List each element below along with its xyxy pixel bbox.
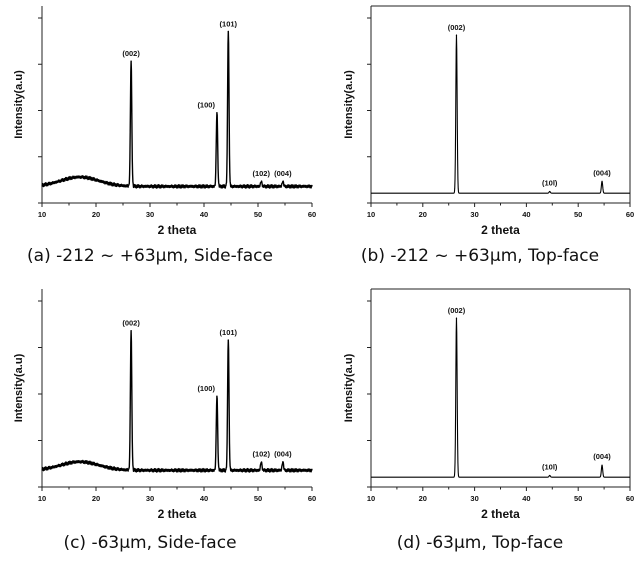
peak-label: (004)	[593, 168, 611, 177]
x-tick-label: 20	[419, 210, 427, 219]
peak-label: (102)	[252, 169, 270, 178]
y-axis-label: Intensity(a.u)	[13, 353, 25, 422]
peak-apex-marker	[227, 339, 229, 341]
x-tick-label: 10	[38, 494, 46, 503]
x-tick-label: 10	[367, 210, 375, 219]
y-axis-label: Intensity(a.u)	[343, 70, 355, 139]
xrd-panel-a: 10 20 30 40 50 60 2 theta Intensity(a.u) (002) (1…	[0, 0, 316, 280]
peak-apex-marker	[260, 461, 262, 463]
y-axis-label: Intensity(a.u)	[13, 70, 25, 139]
peak-apex-marker	[130, 60, 132, 62]
x-tick-label: 30	[146, 210, 154, 219]
peak-apex-marker	[549, 474, 551, 477]
x-tick-label: 40	[522, 210, 530, 219]
peak-label: (100)	[197, 384, 215, 393]
peak-apex-marker	[455, 317, 458, 319]
peak-label: (101)	[220, 328, 238, 337]
x-tick-label: 40	[200, 210, 208, 219]
peak-label: (002)	[122, 319, 140, 328]
peak-label: (100)	[197, 101, 215, 110]
panel-caption-d: (d) -63μm, Top-face	[396, 533, 564, 553]
x-tick-label: 10	[38, 210, 46, 219]
x-tick-label: 60	[626, 494, 634, 503]
x-tick-label: 20	[92, 494, 100, 503]
peak-apex-marker	[216, 395, 218, 397]
peak-apex-marker	[282, 181, 284, 183]
xrd-chart-d: 10 20 30 40 50 60 2 theta Intensity(a.u) (002) (1…	[343, 288, 634, 521]
x-tick-label: 10	[367, 494, 375, 503]
panel-caption-a: (a) -212 ~ +63μm, Side-face	[27, 246, 273, 266]
peak-label: (002)	[448, 23, 466, 32]
y-axis-label: Intensity(a.u)	[343, 353, 355, 422]
panel-caption-b: (b) -212 ~ +63μm, Top-face	[360, 246, 600, 266]
peak-apex-marker	[282, 461, 284, 463]
x-tick-label: 30	[470, 210, 478, 219]
x-tick-label: 20	[92, 210, 100, 219]
peak-apex-marker	[130, 330, 132, 332]
x-tick-label: 40	[200, 494, 208, 503]
peak-label: (004)	[274, 169, 292, 178]
xrd-trace-d	[370, 317, 631, 478]
peak-label: (002)	[122, 49, 140, 58]
x-tick-label: 50	[574, 210, 582, 219]
xrd-trace-b	[370, 34, 631, 194]
x-tick-label: 50	[574, 494, 582, 503]
peak-apex-marker	[216, 112, 218, 114]
xrd-panel-d: 10 20 30 40 50 60 2 theta Intensity(a.u) (002) (1…	[330, 283, 634, 563]
xrd-chart-c: 10 20 30 40 50 60 2 theta Intensity(a.u) (002) (1…	[13, 289, 316, 521]
x-tick-label: 50	[254, 494, 262, 503]
x-axis-label: 2 theta	[481, 223, 520, 237]
x-axis-label: 2 theta	[481, 507, 520, 521]
peak-label: (004)	[593, 452, 611, 461]
xrd-chart-b: 10 20 30 40 50 60 2 theta Intensity(a.u) (002) (1…	[343, 5, 634, 237]
x-axis-label: 2 theta	[158, 507, 197, 521]
x-tick-label: 50	[254, 210, 262, 219]
peak-apex-marker	[227, 30, 229, 33]
x-tick-label: 40	[522, 494, 530, 503]
peak-label: (004)	[274, 449, 292, 458]
x-tick-label: 60	[626, 210, 634, 219]
xrd-panel-c: 10 20 30 40 50 60 2 theta Intensity(a.u) (002) (1…	[0, 283, 316, 563]
x-tick-label: 20	[419, 494, 427, 503]
xrd-panel-b: 10 20 30 40 50 60 2 theta Intensity(a.u) (002) (1…	[330, 0, 634, 280]
x-axis-label: 2 theta	[158, 223, 197, 237]
peak-apex-marker	[455, 34, 458, 36]
panel-caption-c: (c) -63μm, Side-face	[63, 533, 237, 553]
peak-apex-marker	[601, 180, 603, 182]
peak-label: (10l)	[542, 462, 558, 471]
peak-label: (102)	[252, 449, 270, 458]
x-tick-label: 30	[470, 494, 478, 503]
x-tick-label: 30	[146, 494, 154, 503]
xrd-chart-a: 10 20 30 40 50 60 2 theta Intensity(a.u) (002) (1…	[13, 6, 316, 237]
peak-label: (101)	[220, 19, 238, 28]
x-tick-label: 60	[308, 210, 316, 219]
xrd-trace-a	[41, 30, 313, 189]
peak-apex-marker	[601, 464, 603, 466]
peak-label: (002)	[448, 306, 466, 315]
peak-label: (10l)	[542, 179, 558, 188]
peak-apex-marker	[260, 181, 262, 183]
x-tick-label: 60	[308, 494, 316, 503]
peak-apex-marker	[549, 190, 551, 193]
xrd-trace-c	[41, 330, 313, 473]
